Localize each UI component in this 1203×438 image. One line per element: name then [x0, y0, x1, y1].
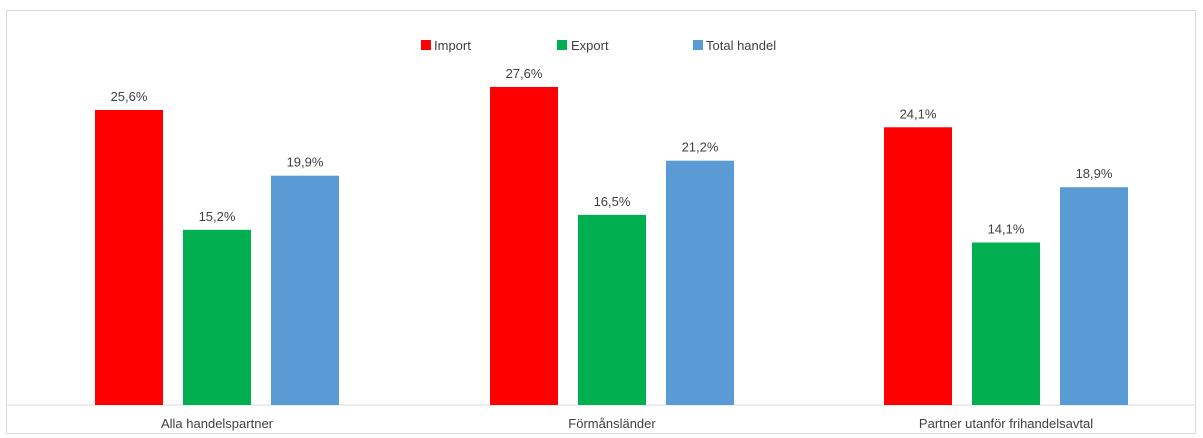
data-label: 25,6% — [111, 89, 148, 104]
legend-item-import: Import — [421, 38, 471, 53]
legend-label: Total handel — [706, 38, 776, 53]
data-label: 14,1% — [988, 222, 1025, 237]
x-tick-label: Alla handelspartner — [161, 416, 274, 431]
data-label: 15,2% — [199, 209, 236, 224]
data-label: 19,9% — [287, 155, 324, 170]
bar-total-handel-2 — [1060, 187, 1128, 405]
legend-swatch — [693, 40, 703, 50]
legend-label: Import — [434, 38, 471, 53]
bar-export-1 — [578, 214, 646, 405]
legend-item-export: Export — [557, 38, 609, 53]
bar-import-2 — [884, 127, 952, 405]
bar-total-handel-0 — [271, 175, 339, 405]
legend-swatch — [421, 40, 431, 50]
x-tick-label: Förmånsländer — [568, 416, 656, 431]
x-tick-label: Partner utanför frihandelsavtal — [919, 416, 1093, 431]
bar-import-0 — [95, 110, 163, 405]
bar-import-1 — [490, 86, 558, 405]
data-label: 16,5% — [594, 194, 631, 209]
bar-total-handel-1 — [666, 160, 734, 405]
legend-swatch — [557, 40, 567, 50]
data-label: 18,9% — [1076, 166, 1113, 181]
bar-export-0 — [183, 229, 251, 405]
data-label: 27,6% — [506, 66, 543, 81]
data-label: 21,2% — [682, 140, 719, 155]
legend-label: Export — [571, 38, 609, 53]
legend-item-total-handel: Total handel — [693, 38, 776, 53]
bar-export-2 — [972, 242, 1040, 405]
data-label: 24,1% — [900, 106, 937, 121]
